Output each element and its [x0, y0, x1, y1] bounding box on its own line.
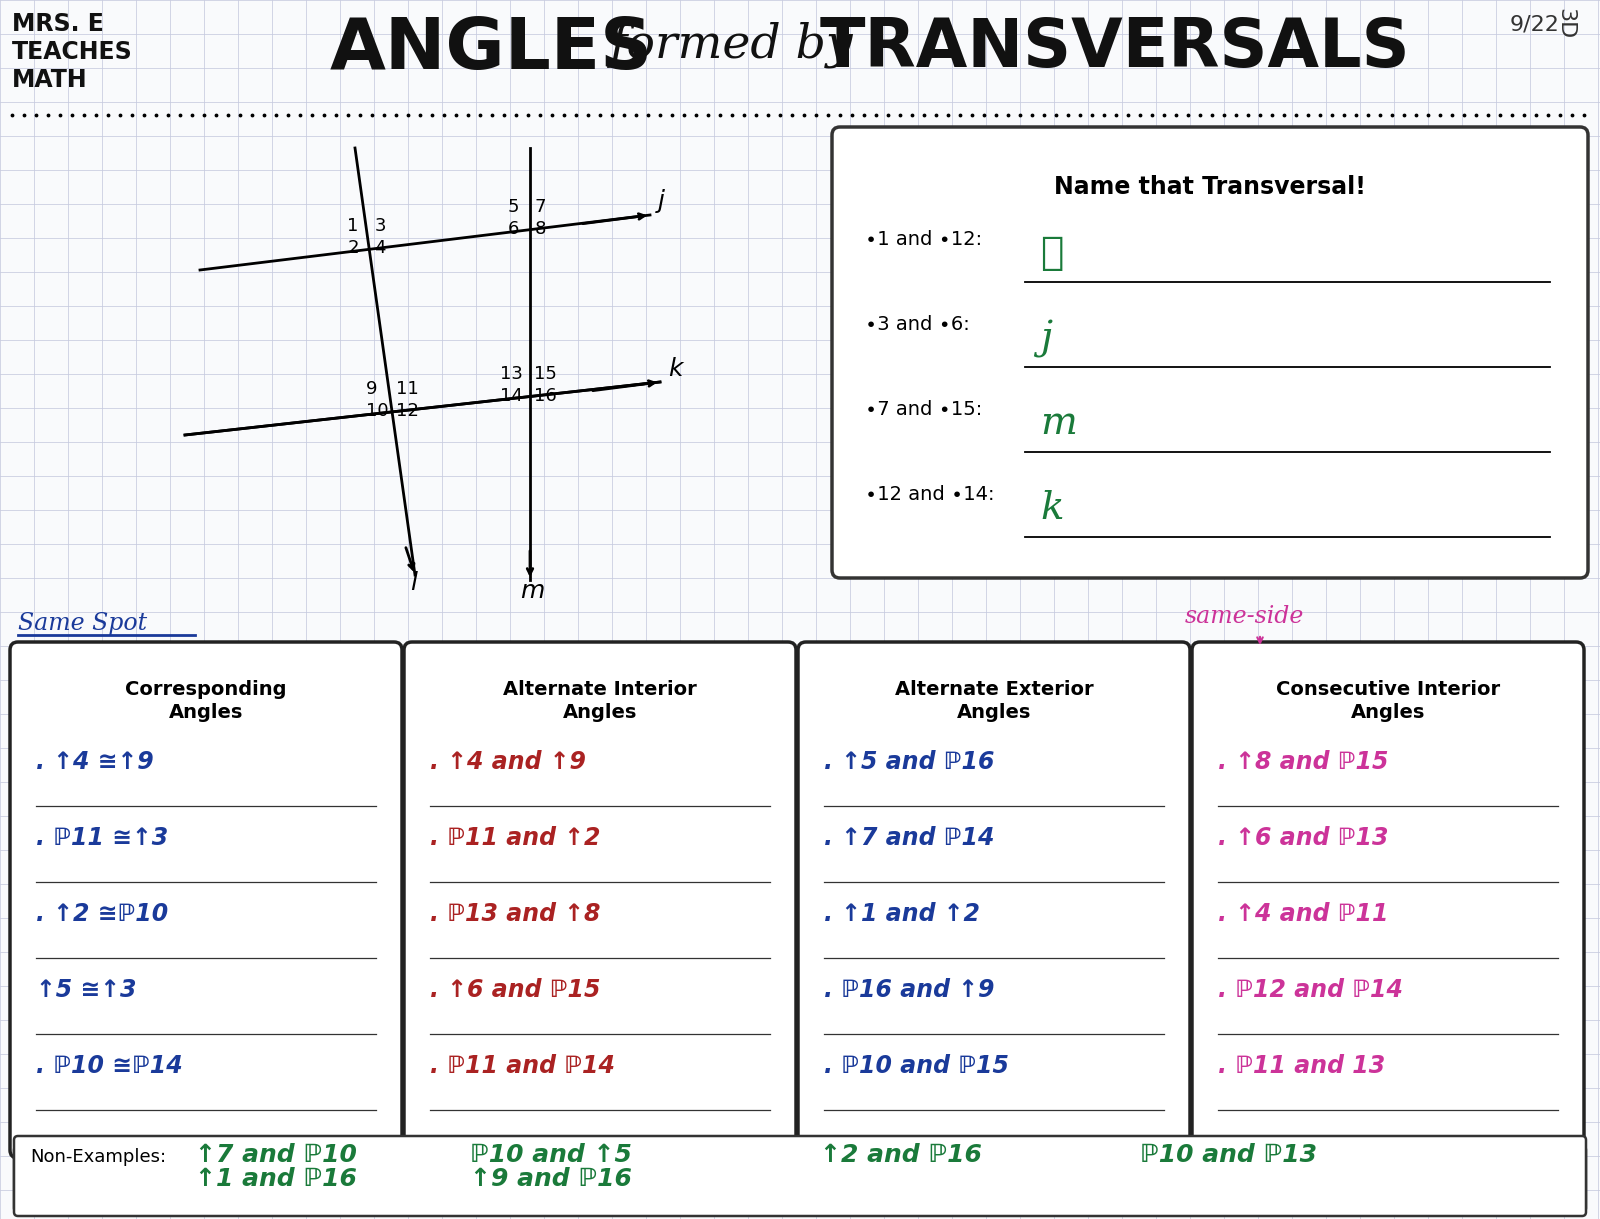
Text: . ℙ10 and ℙ15: . ℙ10 and ℙ15 — [824, 1054, 1010, 1078]
Text: 9: 9 — [366, 380, 378, 397]
Text: Same Spot: Same Spot — [18, 612, 147, 635]
Text: ℙ10 and ↑5: ℙ10 and ↑5 — [470, 1143, 632, 1167]
Text: Non-Examples:: Non-Examples: — [30, 1148, 166, 1167]
Text: . ℙ11 and 13: . ℙ11 and 13 — [1218, 1054, 1386, 1078]
Text: . ↑2 ≅ℙ10: . ↑2 ≅ℙ10 — [35, 902, 168, 926]
Text: ∙1 and ∙12:: ∙1 and ∙12: — [866, 230, 982, 249]
Text: m: m — [520, 579, 544, 603]
Text: 5: 5 — [509, 197, 520, 216]
Text: ∙7 and ∙15:: ∙7 and ∙15: — [866, 400, 982, 419]
Text: 15: 15 — [534, 364, 557, 383]
Text: . ↑5 and ℙ16: . ↑5 and ℙ16 — [824, 750, 995, 774]
FancyBboxPatch shape — [14, 1146, 1586, 1212]
Text: Name that Transversal!: Name that Transversal! — [1054, 176, 1366, 199]
Text: . ℙ13 and ↑8: . ℙ13 and ↑8 — [430, 902, 600, 926]
Text: ∙3 and ∙6:: ∙3 and ∙6: — [866, 315, 970, 334]
Text: . ℙ11 and ℙ14: . ℙ11 and ℙ14 — [430, 1054, 614, 1078]
FancyBboxPatch shape — [14, 1136, 1586, 1217]
Text: ↑1 and ℙ16: ↑1 and ℙ16 — [195, 1167, 357, 1191]
Text: 2: 2 — [347, 239, 358, 257]
Text: 10: 10 — [366, 402, 389, 419]
Text: . ↑8 and ℙ15: . ↑8 and ℙ15 — [1218, 750, 1389, 774]
Text: . ↑4 and ℙ11: . ↑4 and ℙ11 — [1218, 902, 1389, 926]
Text: 3D: 3D — [1555, 9, 1574, 39]
Text: ↑2 and ℙ16: ↑2 and ℙ16 — [819, 1143, 982, 1167]
Text: ANGLES: ANGLES — [330, 15, 653, 84]
Text: 11: 11 — [397, 380, 419, 397]
Text: . ℙ10 ≅ℙ14: . ℙ10 ≅ℙ14 — [35, 1054, 182, 1078]
Text: 16: 16 — [534, 386, 557, 405]
Text: . ↑7 and ℙ14: . ↑7 and ℙ14 — [824, 826, 995, 850]
Text: . ↑4 ≅↑9: . ↑4 ≅↑9 — [35, 750, 154, 774]
Text: 14: 14 — [499, 386, 523, 405]
Text: . ↑4 and ↑9: . ↑4 and ↑9 — [430, 750, 586, 774]
Text: TRANSVERSALS: TRANSVERSALS — [819, 15, 1411, 80]
Text: ↑9 and ℙ16: ↑9 and ℙ16 — [470, 1167, 632, 1191]
Text: . ↑6 and ℙ13: . ↑6 and ℙ13 — [1218, 826, 1389, 850]
Text: m: m — [1040, 405, 1077, 442]
Text: ↑5 ≅↑3: ↑5 ≅↑3 — [35, 978, 136, 1002]
Text: ∙12 and ∙14:: ∙12 and ∙14: — [866, 485, 995, 503]
Text: formed by: formed by — [610, 22, 854, 68]
Text: 9/22: 9/22 — [1510, 15, 1560, 35]
Text: 12: 12 — [397, 402, 419, 419]
Text: k: k — [669, 357, 683, 382]
Text: 4: 4 — [374, 239, 386, 257]
FancyBboxPatch shape — [1192, 642, 1584, 1158]
Text: Alternate Exterior
Angles: Alternate Exterior Angles — [894, 680, 1093, 723]
Text: 8: 8 — [534, 219, 546, 238]
Text: Corresponding
Angles: Corresponding Angles — [125, 680, 286, 723]
Text: 7: 7 — [534, 197, 547, 216]
FancyBboxPatch shape — [10, 642, 402, 1158]
Text: . ℙ16 and ↑9: . ℙ16 and ↑9 — [824, 978, 995, 1002]
Text: ↑7 and ℙ10: ↑7 and ℙ10 — [195, 1143, 357, 1167]
Text: 1: 1 — [347, 217, 358, 235]
Text: . ↑6 and ℙ15: . ↑6 and ℙ15 — [430, 978, 600, 1002]
FancyBboxPatch shape — [18, 1170, 1582, 1202]
Text: j: j — [658, 189, 666, 213]
Text: ℓ: ℓ — [1040, 235, 1064, 272]
Text: 13: 13 — [499, 364, 523, 383]
Text: j: j — [1040, 321, 1053, 358]
FancyBboxPatch shape — [403, 642, 797, 1158]
FancyBboxPatch shape — [798, 642, 1190, 1158]
Text: . ℙ11 ≅↑3: . ℙ11 ≅↑3 — [35, 826, 168, 850]
Text: . ↑1 and ↑2: . ↑1 and ↑2 — [824, 902, 979, 926]
Text: . ℙ12 and ℙ14: . ℙ12 and ℙ14 — [1218, 978, 1403, 1002]
Text: l: l — [410, 570, 418, 595]
Text: 6: 6 — [509, 219, 520, 238]
Text: Consecutive Interior
Angles: Consecutive Interior Angles — [1275, 680, 1501, 723]
Text: ℙ10 and ℙ13: ℙ10 and ℙ13 — [1139, 1143, 1317, 1167]
Text: . ℙ11 and ↑2: . ℙ11 and ↑2 — [430, 826, 600, 850]
Text: k: k — [1040, 490, 1064, 527]
Text: 3: 3 — [374, 217, 386, 235]
Text: same-side: same-side — [1186, 605, 1304, 628]
Text: Alternate Interior
Angles: Alternate Interior Angles — [502, 680, 698, 723]
Text: MRS. E
TEACHES
MATH: MRS. E TEACHES MATH — [13, 12, 133, 91]
FancyBboxPatch shape — [832, 127, 1587, 578]
